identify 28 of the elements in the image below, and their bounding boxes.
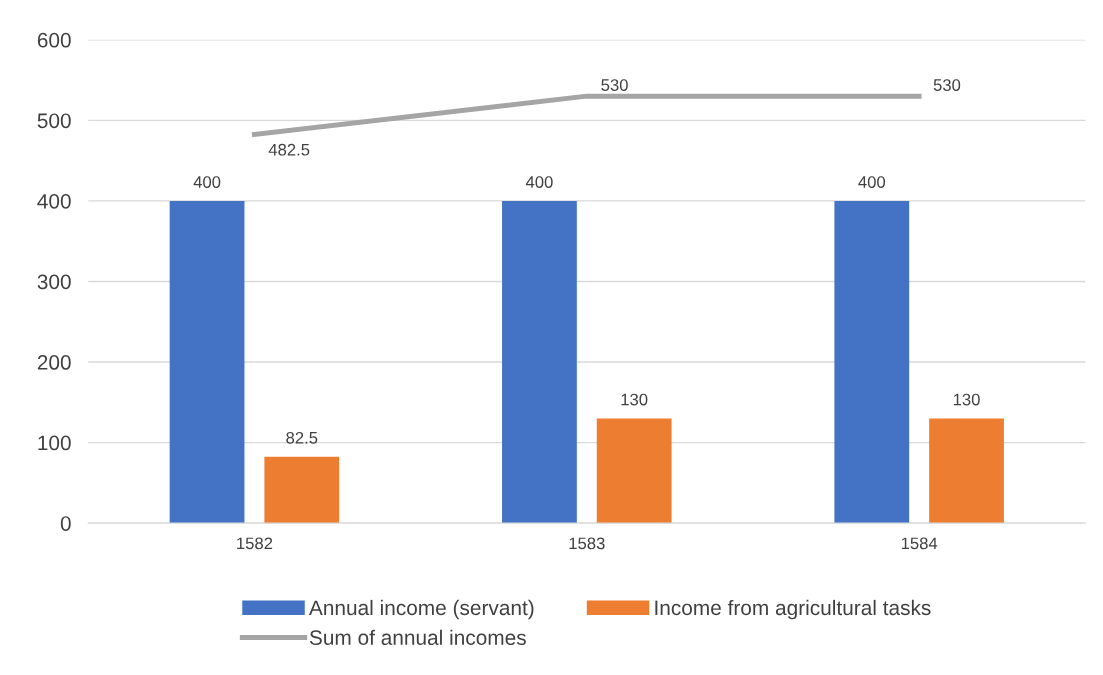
legend-label: Income from agricultural tasks <box>655 599 931 620</box>
x-tick-label: 1584 <box>901 537 938 550</box>
y-tick-label: 100 <box>38 435 71 451</box>
legend-label: Sum of annual incomes <box>309 629 526 646</box>
bar <box>834 200 910 524</box>
bar <box>169 200 245 524</box>
y-tick-label: 0 <box>60 516 71 531</box>
x-tick-label: 1583 <box>569 537 605 550</box>
data-label: 530 <box>601 79 628 91</box>
bar <box>596 418 672 524</box>
y-tick-label: 500 <box>37 113 71 129</box>
legend-label: Annual income (servant) <box>308 599 534 620</box>
data-label: 82.5 <box>286 431 318 444</box>
data-label: 530 <box>933 79 961 91</box>
data-label: 130 <box>621 393 648 406</box>
data-label: 130 <box>953 393 980 406</box>
data-label: 482.5 <box>268 143 310 156</box>
y-tick-label: 300 <box>37 274 71 290</box>
data-label: 400 <box>525 176 553 188</box>
data-label: 400 <box>193 176 221 188</box>
y-tick-label: 200 <box>37 355 71 370</box>
data-label: 400 <box>858 176 886 188</box>
y-tick-label: 400 <box>37 193 71 209</box>
bar <box>929 418 1004 524</box>
bar <box>502 200 577 524</box>
y-tick-label: 600 <box>37 32 71 48</box>
x-tick-label: 1582 <box>237 537 273 550</box>
bar <box>264 456 340 524</box>
